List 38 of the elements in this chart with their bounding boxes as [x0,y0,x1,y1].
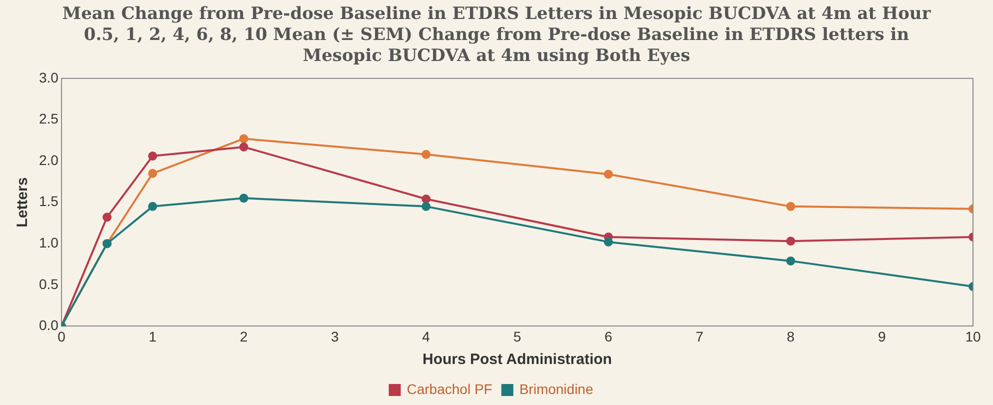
point [148,168,158,178]
y-tick-label: 0.0 [38,317,59,334]
point [604,170,613,179]
point [422,194,431,204]
x-tick-label: 0 [58,328,66,344]
x-tick-label: 1 [148,328,157,344]
point [102,212,112,222]
y-tick-label: 0.5 [38,276,59,292]
point [604,237,613,246]
chart-title: Mean Change from Pre-dose Baseline in ETDRS Letters in Mesopic BUCDVA at 4m at Hour 0.5, 1, 2, 4, 6, 8, 10 Mean (± SEM) Change from Pre-dose Baseline in ETDRS letters in Mesopic BUCDVA at 4m using Both Eyes [61,4,932,67]
legend-label: Brimonidine [519,380,594,397]
point [239,142,248,152]
point [422,202,431,211]
point [786,202,796,211]
x-axis-title: Hours Post Administration [422,351,612,368]
x-tick-label: 8 [786,328,795,344]
point [786,256,796,266]
x-tick-label: 4 [422,328,430,344]
x-tick-label: 2 [240,328,248,344]
point [422,150,431,159]
x-tick-label: 7 [696,328,704,344]
point [239,134,248,144]
point [786,236,796,246]
y-tick-label: 2.5 [38,110,59,127]
x-tick-label: 5 [513,328,522,344]
x-tick-label: 6 [604,328,612,344]
y-tick-label: 3.0 [38,69,59,86]
y-tick-label: 2.0 [38,152,59,168]
x-tick-label: 9 [878,328,886,344]
x-tick-label: 3 [331,328,340,344]
y-axis-title: Letters [14,177,32,228]
point [148,202,158,211]
point [148,152,158,161]
y-tick-label: 1.0 [38,234,59,250]
x-tick-label: 10 [965,328,981,344]
legend-label: Carbachol PF [406,380,492,397]
y-tick-label: 1.5 [38,193,59,210]
point [239,194,248,203]
